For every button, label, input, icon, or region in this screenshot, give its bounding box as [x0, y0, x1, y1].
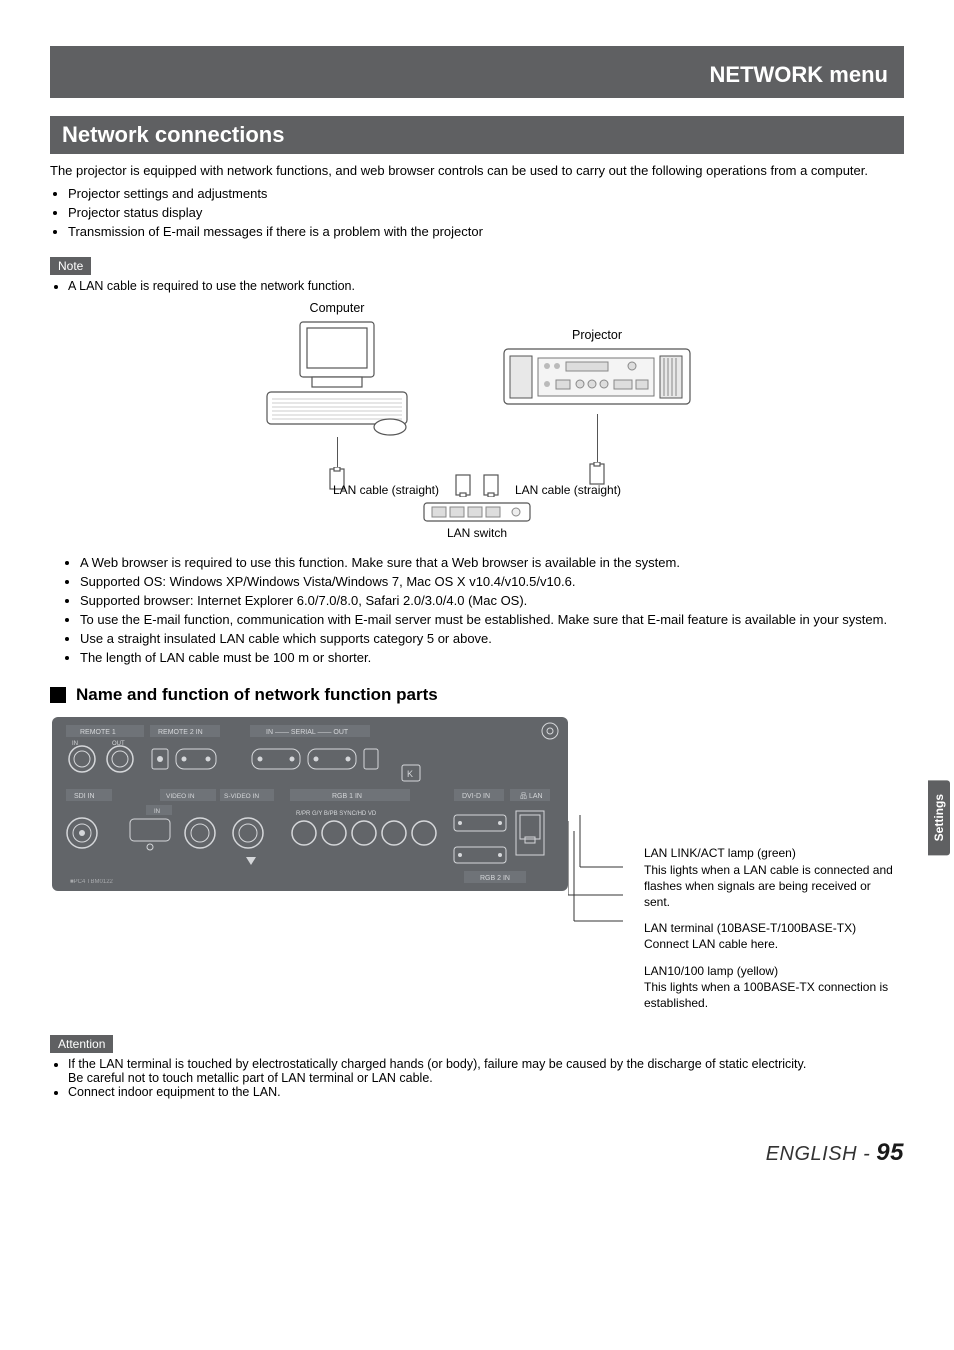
svg-text:IN: IN	[154, 809, 160, 815]
intro-bullet-list: Projector settings and adjustments Proje…	[50, 185, 904, 242]
callout-2-title: LAN terminal (10BASE-T/100BASE-TX)	[644, 920, 896, 936]
list-item: If the LAN terminal is touched by electr…	[68, 1057, 904, 1085]
list-item: Supported browser: Internet Explorer 6.0…	[80, 592, 904, 611]
lan-connector-down-icon	[481, 471, 501, 497]
computer-label: Computer	[310, 301, 365, 315]
square-bullet-icon	[50, 687, 66, 703]
svg-text:IN: IN	[72, 741, 78, 747]
callout-1-title: LAN LINK/ACT lamp (green)	[644, 845, 896, 861]
lan-cable-right-label: LAN cable (straight)	[515, 483, 621, 497]
svg-text:REMOTE 2 IN: REMOTE 2 IN	[158, 729, 203, 736]
attention-text-0: If the LAN terminal is touched by electr…	[68, 1057, 806, 1071]
section-title-bar: Network connections	[50, 116, 904, 154]
callout-3-body: This lights when a 100BASE-TX connection…	[644, 979, 896, 1011]
intro-text: The projector is equipped with network f…	[50, 162, 904, 181]
section-title: Network connections	[62, 122, 284, 147]
page-header-title: NETWORK menu	[710, 62, 888, 87]
footer-page-number: 95	[876, 1139, 904, 1166]
note-badge: Note	[50, 257, 91, 275]
svg-text:K: K	[407, 769, 413, 779]
lan-switch-label: LAN switch	[157, 526, 797, 540]
page-footer: ENGLISH - 95	[50, 1139, 904, 1167]
list-item: The length of LAN cable must be 100 m or…	[80, 649, 904, 668]
list-item: To use the E-mail function, communicatio…	[80, 611, 904, 630]
list-item: Use a straight insulated LAN cable which…	[80, 630, 904, 649]
callout-column: LAN LINK/ACT lamp (green) This lights wh…	[636, 845, 896, 1011]
svg-text:VIDEO IN: VIDEO IN	[166, 793, 195, 800]
attention-list: If the LAN terminal is touched by electr…	[50, 1057, 904, 1099]
note-bullet-list: A LAN cable is required to use the netwo…	[50, 279, 904, 293]
svg-text:REMOTE 1: REMOTE 1	[80, 729, 116, 736]
callout-leaders-icon	[568, 715, 628, 935]
callout-2-body: Connect LAN cable here.	[644, 936, 896, 952]
subheading-text: Name and function of network function pa…	[76, 685, 438, 705]
computer-icon	[262, 317, 412, 437]
svg-text:SDI IN: SDI IN	[74, 793, 95, 800]
svg-text:RGB 2 IN: RGB 2 IN	[480, 875, 510, 882]
subheading-row: Name and function of network function pa…	[50, 685, 904, 705]
connector-panel-diagram: REMOTE 1 IN OUT REMOTE 2 IN IN —— SERIAL…	[50, 715, 570, 895]
list-item: Supported OS: Windows XP/Windows Vista/W…	[80, 573, 904, 592]
page-header-band: NETWORK menu	[50, 46, 904, 98]
lan-cable-left-label: LAN cable (straight)	[333, 483, 439, 497]
footer-lang: ENGLISH -	[766, 1143, 877, 1165]
lan-connector-down-icon	[453, 471, 473, 497]
connection-diagram: Computer Projector	[157, 301, 797, 540]
list-item: Projector status display	[68, 204, 904, 223]
svg-text:R/PR G/Y B/PB SYNC/HD VD: R/PR G/Y B/PB SYNC/HD VD	[296, 811, 377, 817]
callout-1-body: This lights when a LAN cable is connecte…	[644, 862, 896, 911]
requirements-list: A Web browser is required to use this fu…	[62, 554, 904, 667]
svg-text:■PC4 TBM0122: ■PC4 TBM0122	[70, 879, 114, 885]
svg-text:RGB 1 IN: RGB 1 IN	[332, 793, 362, 800]
lan-switch-icon	[422, 501, 532, 523]
list-item: A Web browser is required to use this fu…	[80, 554, 904, 573]
svg-text:S-VIDEO IN: S-VIDEO IN	[224, 793, 259, 800]
projector-icon	[502, 344, 692, 414]
side-tab-settings: Settings	[928, 780, 950, 855]
svg-text:DVI-D IN: DVI-D IN	[462, 793, 490, 800]
svg-text:品 LAN: 品 LAN	[520, 792, 543, 800]
list-item: A LAN cable is required to use the netwo…	[68, 279, 904, 293]
attention-text-1: Be careful not to touch metallic part of…	[68, 1071, 433, 1085]
list-item: Connect indoor equipment to the LAN.	[68, 1085, 904, 1099]
svg-text:IN —— SERIAL —— OUT: IN —— SERIAL —— OUT	[266, 729, 349, 736]
projector-label: Projector	[572, 328, 622, 342]
list-item: Transmission of E-mail messages if there…	[68, 223, 904, 242]
list-item: Projector settings and adjustments	[68, 185, 904, 204]
attention-badge: Attention	[50, 1035, 113, 1053]
callout-3-title: LAN10/100 lamp (yellow)	[644, 963, 896, 979]
